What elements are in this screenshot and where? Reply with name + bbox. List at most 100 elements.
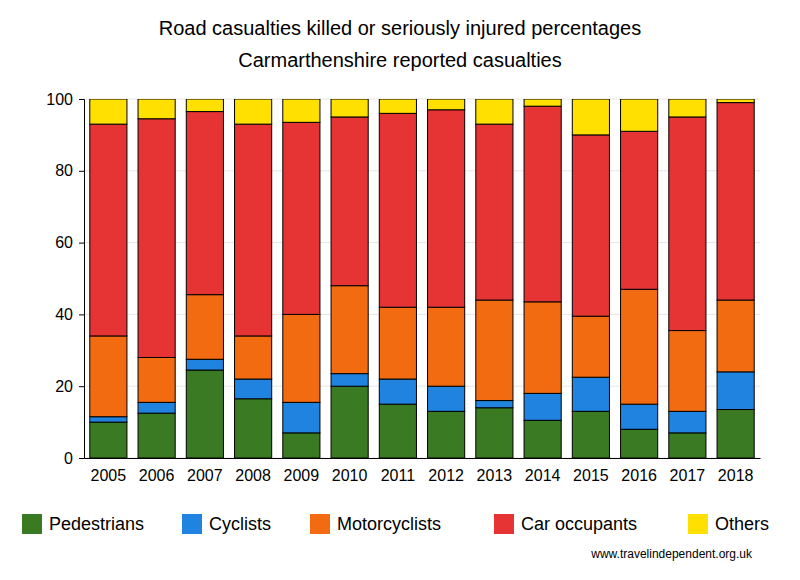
- legend-label: Motorcyclists: [337, 514, 441, 534]
- bar-segment: [621, 99, 658, 131]
- bar-segment: [572, 316, 609, 377]
- legend-swatch: [688, 514, 708, 534]
- bar-segment: [379, 307, 416, 379]
- bar-segment: [669, 411, 706, 433]
- x-axis-line: [85, 458, 761, 459]
- y-tick-label: 80: [55, 162, 73, 179]
- x-tick: 2014: [525, 467, 561, 484]
- y-tick-mark: [79, 243, 84, 244]
- x-tick-label: 2006: [139, 467, 175, 484]
- bar-segment: [621, 429, 658, 458]
- legend-swatch: [182, 514, 202, 534]
- x-tick-label: 2017: [670, 467, 706, 484]
- bar-segment: [572, 411, 609, 458]
- y-tick: 0: [64, 450, 84, 467]
- legend-swatch: [310, 514, 330, 534]
- bar-segment: [669, 433, 706, 458]
- grid-line: [84, 99, 760, 100]
- x-tick-label: 2010: [332, 467, 368, 484]
- series-group: [90, 103, 754, 358]
- y-tick-label: 20: [55, 378, 73, 395]
- x-tick: 2008: [235, 467, 271, 484]
- y-tick: 20: [55, 378, 84, 395]
- y-tick-mark: [79, 314, 84, 315]
- bar-segment: [379, 99, 416, 113]
- x-tick-label: 2005: [91, 467, 127, 484]
- bar-segment: [138, 357, 175, 402]
- y-tick-label: 0: [64, 450, 73, 467]
- x-tick: 2009: [284, 467, 320, 484]
- title: Road casualties killed or seriously inju…: [159, 17, 641, 39]
- bar-segment: [283, 122, 320, 314]
- bars: [90, 99, 754, 458]
- bar-segment: [331, 386, 368, 458]
- bar-segment: [235, 336, 272, 379]
- legend-item: Motorcyclists: [310, 514, 441, 534]
- chart: Road casualties killed or seriously inju…: [0, 0, 800, 580]
- y-tick-mark: [79, 171, 84, 172]
- y-tick: 60: [55, 234, 84, 251]
- bar-segment: [186, 112, 223, 295]
- bar-segment: [90, 422, 127, 458]
- bar-segment: [283, 99, 320, 122]
- series-group: [90, 99, 754, 135]
- bar-segment: [331, 374, 368, 387]
- legend-item: Car occupants: [494, 514, 637, 534]
- bar-segment: [235, 124, 272, 336]
- bar-segment: [717, 372, 754, 410]
- bar-segment: [717, 300, 754, 372]
- bar-segment: [428, 386, 465, 411]
- grid-line: [84, 314, 760, 315]
- x-tick-label: 2011: [381, 467, 416, 484]
- x-tick-label: 2015: [573, 467, 609, 484]
- y-tick-label: 100: [46, 91, 73, 108]
- subtitle: Carmarthenshire reported casualties: [238, 49, 562, 71]
- x-tick: 2012: [428, 467, 464, 484]
- bar-segment: [331, 99, 368, 117]
- legend-swatch: [494, 514, 514, 534]
- bar-segment: [186, 99, 223, 112]
- bar-segment: [90, 124, 127, 336]
- grid-line: [84, 458, 760, 459]
- bar-segment: [379, 379, 416, 404]
- bar-segment: [572, 99, 609, 135]
- bar-segment: [90, 417, 127, 422]
- x-tick-label: 2013: [477, 467, 513, 484]
- y-tick-mark: [79, 458, 84, 459]
- bar-segment: [524, 99, 561, 106]
- y-axis: 020406080100: [46, 91, 84, 467]
- bar-segment: [235, 379, 272, 399]
- x-tick-label: 2009: [284, 467, 320, 484]
- bar-segment: [186, 359, 223, 370]
- legend: PedestriansCyclistsMotorcyclistsCar occu…: [22, 514, 769, 534]
- x-tick-label: 2012: [428, 467, 464, 484]
- y-axis-line: [79, 100, 85, 459]
- y-tick: 80: [55, 162, 84, 179]
- legend-label: Cyclists: [209, 514, 271, 534]
- bar-segment: [235, 399, 272, 458]
- bar-segment: [621, 289, 658, 404]
- bar-segment: [283, 314, 320, 402]
- bar-segment: [90, 336, 127, 417]
- y-tick-mark: [79, 99, 84, 100]
- series-group: [90, 286, 754, 417]
- bar-segment: [186, 370, 223, 458]
- bar-segment: [283, 402, 320, 433]
- bar-segment: [669, 99, 706, 117]
- bar-segment: [524, 420, 561, 458]
- bar-segment: [428, 99, 465, 110]
- bar-segment: [331, 117, 368, 286]
- grid-line: [84, 386, 760, 387]
- x-tick: 2013: [477, 467, 513, 484]
- bar-segment: [331, 286, 368, 374]
- x-tick: 2005: [91, 467, 127, 484]
- x-tick-label: 2014: [525, 467, 561, 484]
- bar-segment: [235, 99, 272, 124]
- source-note: www.travelindependent.org.uk: [590, 547, 753, 561]
- bar-segment: [379, 404, 416, 458]
- legend-label: Others: [715, 514, 769, 534]
- x-tick-label: 2007: [187, 467, 223, 484]
- bar-segment: [138, 99, 175, 119]
- x-axis: 2005 2006 2007 2008 2009 2010 2011 2012 2013 2014…: [85, 459, 761, 485]
- bar-segment: [669, 117, 706, 331]
